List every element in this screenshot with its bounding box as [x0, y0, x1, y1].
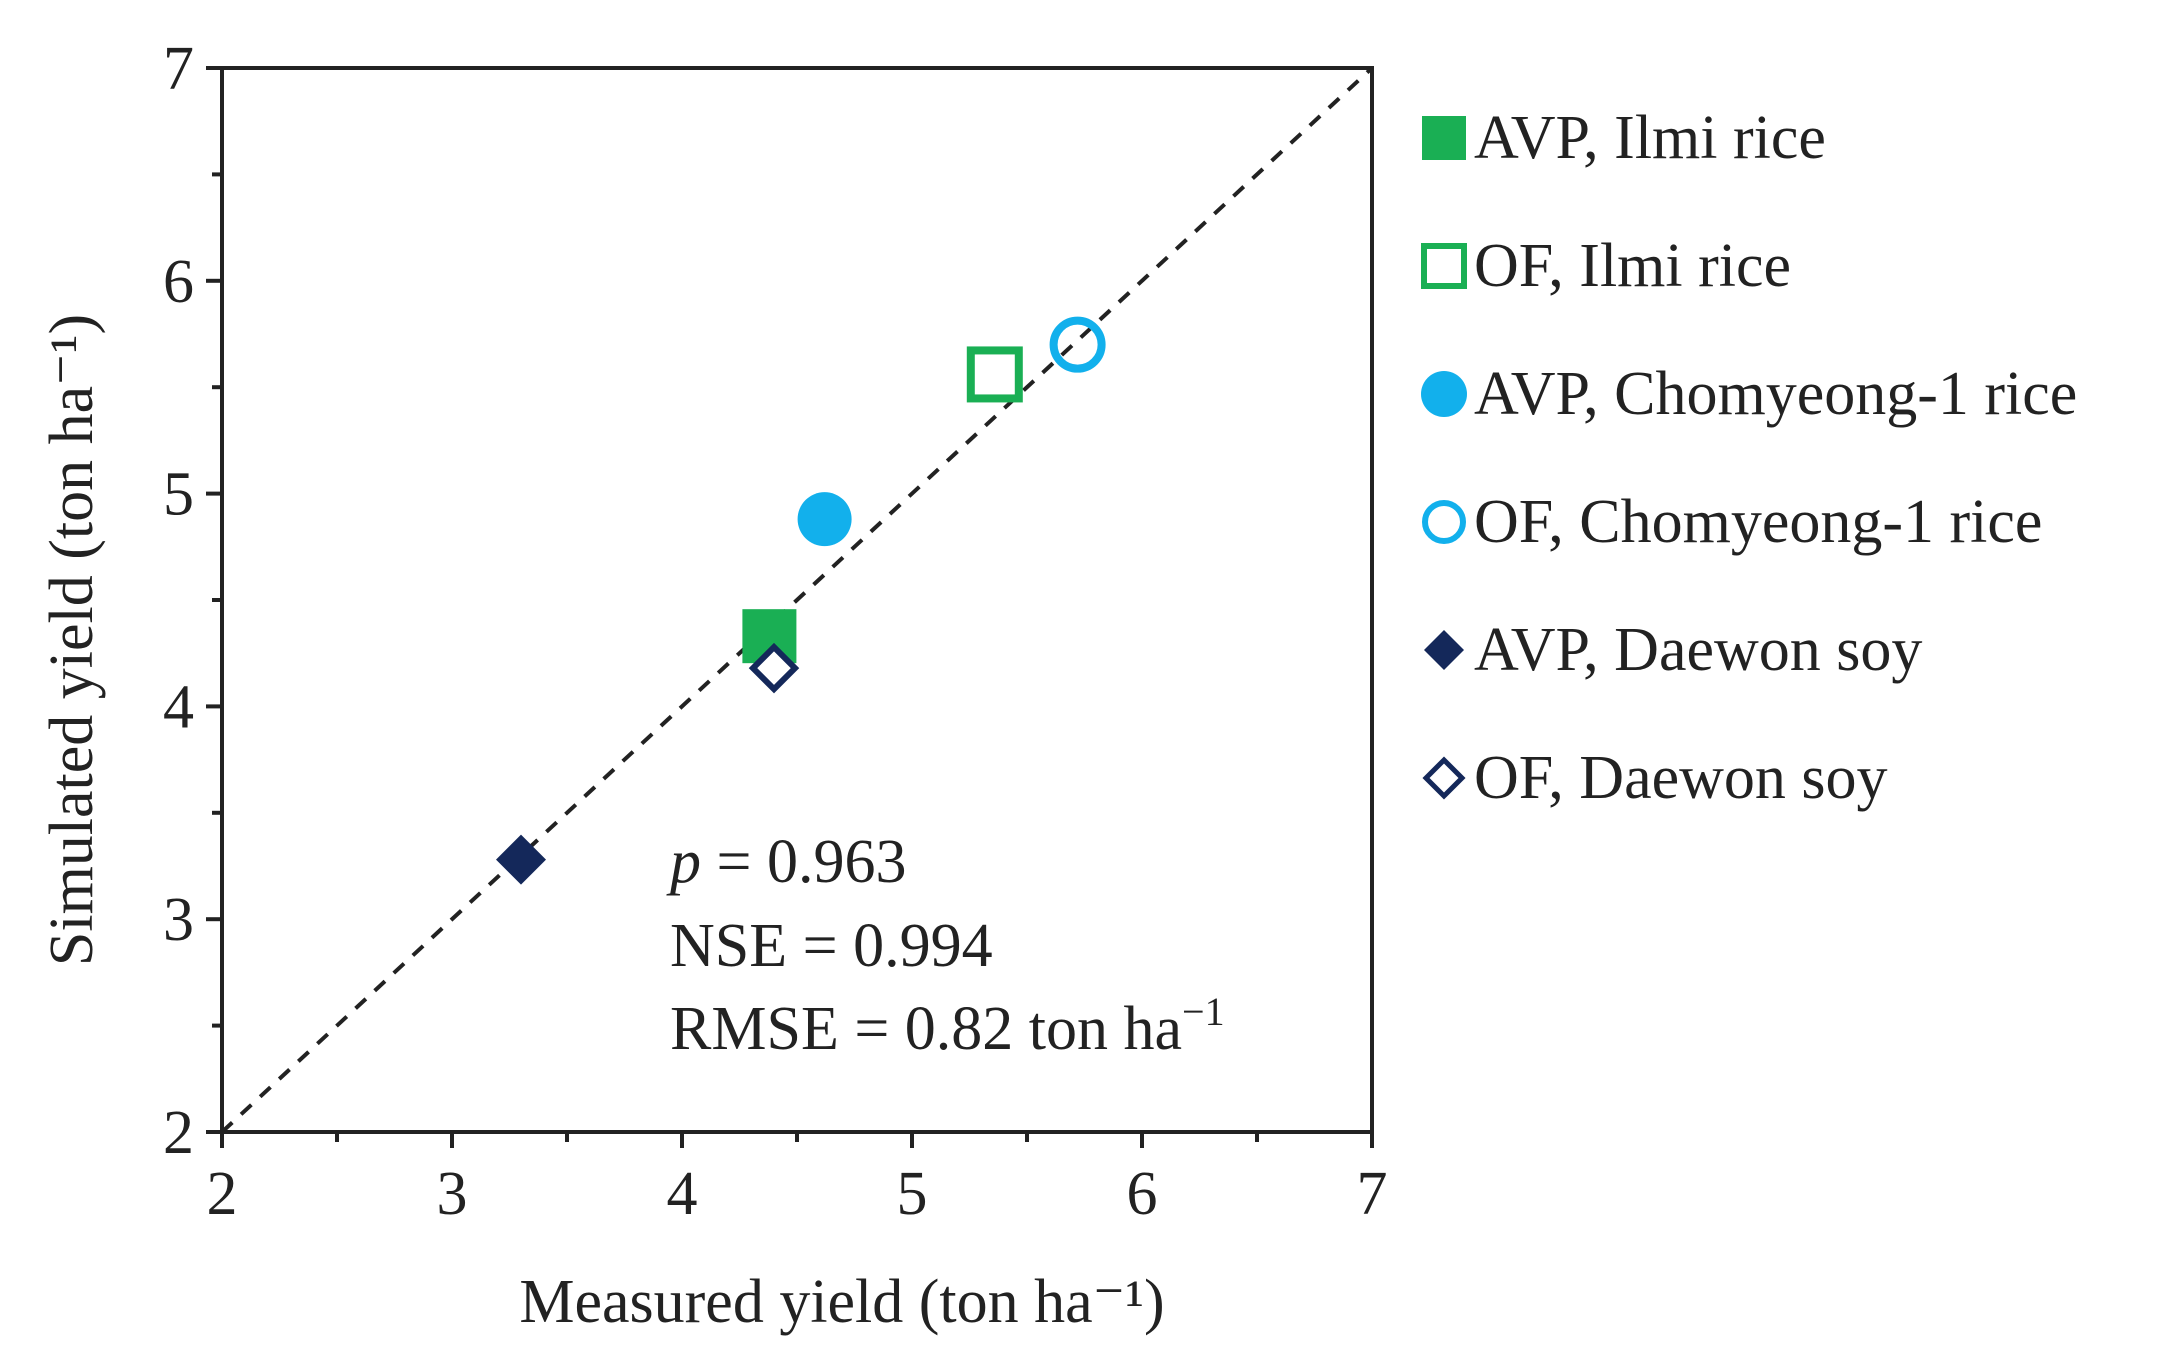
x-tick-label: 2 — [207, 1160, 238, 1228]
legend-marker-square-filled — [1418, 112, 1470, 164]
x-tick-label: 4 — [667, 1160, 698, 1228]
data-point-circle-open — [1049, 316, 1106, 373]
p-value-text: p = 0.963 — [666, 828, 906, 896]
data-point-diamond-filled — [496, 834, 546, 885]
legend-item-avp-ilmi-rice: AVP, Ilmi rice — [1418, 98, 1826, 178]
x-tick-label: 5 — [897, 1160, 928, 1228]
legend-label: AVP, Chomyeong-1 rice — [1474, 360, 2078, 428]
legend-item-of-ilmi-rice: OF, Ilmi rice — [1418, 226, 1791, 306]
rmse-text: RMSE = 0.82 ton ha−1 — [670, 989, 1225, 1063]
y-tick-label: 6 — [163, 248, 194, 316]
legend-item-of-chomyeong-1-rice: OF, Chomyeong-1 rice — [1418, 482, 2042, 562]
rmse-value: RMSE = 0.82 ton ha — [670, 995, 1182, 1063]
legend-label: OF, Chomyeong-1 rice — [1474, 488, 2043, 556]
y-axis-label: Simulated yield (ton ha⁻¹) — [38, 314, 106, 966]
x-tick-label: 7 — [1357, 1160, 1388, 1228]
data-points-group — [496, 316, 1106, 885]
legend-item-avp-chomyeong-1-rice: AVP, Chomyeong-1 rice — [1418, 354, 2077, 434]
y-tick-label: 3 — [163, 886, 194, 954]
x-tick-label: 3 — [437, 1160, 468, 1228]
y-tick-label: 4 — [163, 673, 194, 741]
data-point-diamond-open — [748, 642, 800, 694]
legend-marker-square-open — [1418, 240, 1470, 292]
legend-label: OF, Ilmi rice — [1474, 232, 1792, 300]
nse-text: NSE = 0.994 — [670, 912, 993, 980]
legend-item-avp-daewon-soy: AVP, Daewon soy — [1418, 610, 1922, 690]
p-symbol: p — [666, 828, 701, 896]
one-to-one-reference-line — [220, 66, 1374, 1134]
legend-label: AVP, Ilmi rice — [1474, 104, 1826, 172]
legend-marker-diamond-open — [1418, 752, 1470, 804]
axis-ticks-group: 2 3 4 5 6 7 2 3 4 5 6 7 — [163, 35, 1388, 1228]
x-tick-label: 6 — [1127, 1160, 1158, 1228]
legend-label: OF, Daewon soy — [1474, 744, 1888, 812]
data-point-circle-filled — [797, 492, 852, 547]
legend-item-of-daewon-soy: OF, Daewon soy — [1418, 738, 1888, 818]
p-value: = 0.963 — [701, 828, 906, 896]
reference-line-group — [220, 66, 1374, 1134]
y-tick-label: 5 — [163, 461, 194, 529]
legend-marker-circle-open — [1418, 496, 1470, 548]
rmse-unit-superscript: −1 — [1182, 989, 1225, 1034]
y-tick-label: 7 — [163, 35, 194, 103]
y-tick-label: 2 — [163, 1099, 194, 1167]
legend-marker-circle-filled — [1418, 368, 1470, 420]
legend-marker-diamond-filled — [1418, 624, 1470, 676]
data-point-square-open — [966, 346, 1023, 403]
legend-label: AVP, Daewon soy — [1474, 616, 1923, 684]
stats-annotation: p = 0.963 NSE = 0.994 RMSE = 0.82 ton ha… — [666, 828, 1225, 1063]
x-axis-label: Measured yield (ton ha⁻¹) — [519, 1268, 1164, 1336]
